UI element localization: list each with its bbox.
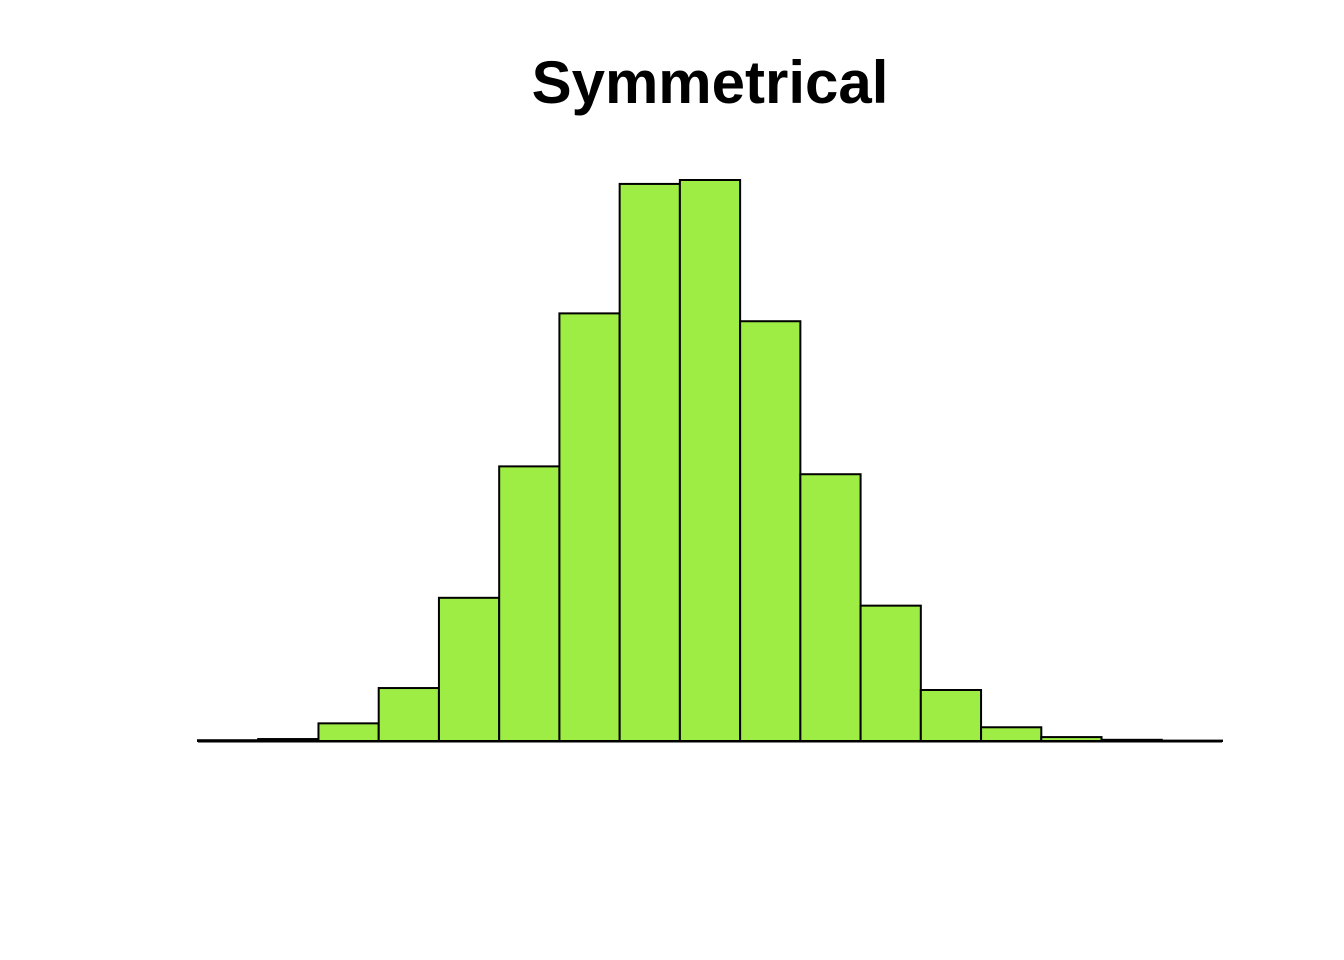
histogram-bar (739, 320, 802, 742)
histogram-bar (1040, 736, 1103, 743)
histogram-bar (678, 179, 742, 742)
chart-title: Symmetrical (532, 49, 889, 116)
histogram-bar (317, 722, 380, 742)
histogram-bar (558, 312, 621, 742)
histogram-bar (437, 596, 501, 742)
histogram-bar (859, 604, 922, 743)
histogram-bar (618, 182, 681, 743)
histogram-bar (377, 687, 440, 742)
histogram-bar (919, 689, 983, 742)
histogram-bars (197, 179, 1224, 743)
histogram-bar (799, 473, 862, 742)
histogram-bar (980, 726, 1043, 743)
histogram-bar (498, 465, 561, 742)
